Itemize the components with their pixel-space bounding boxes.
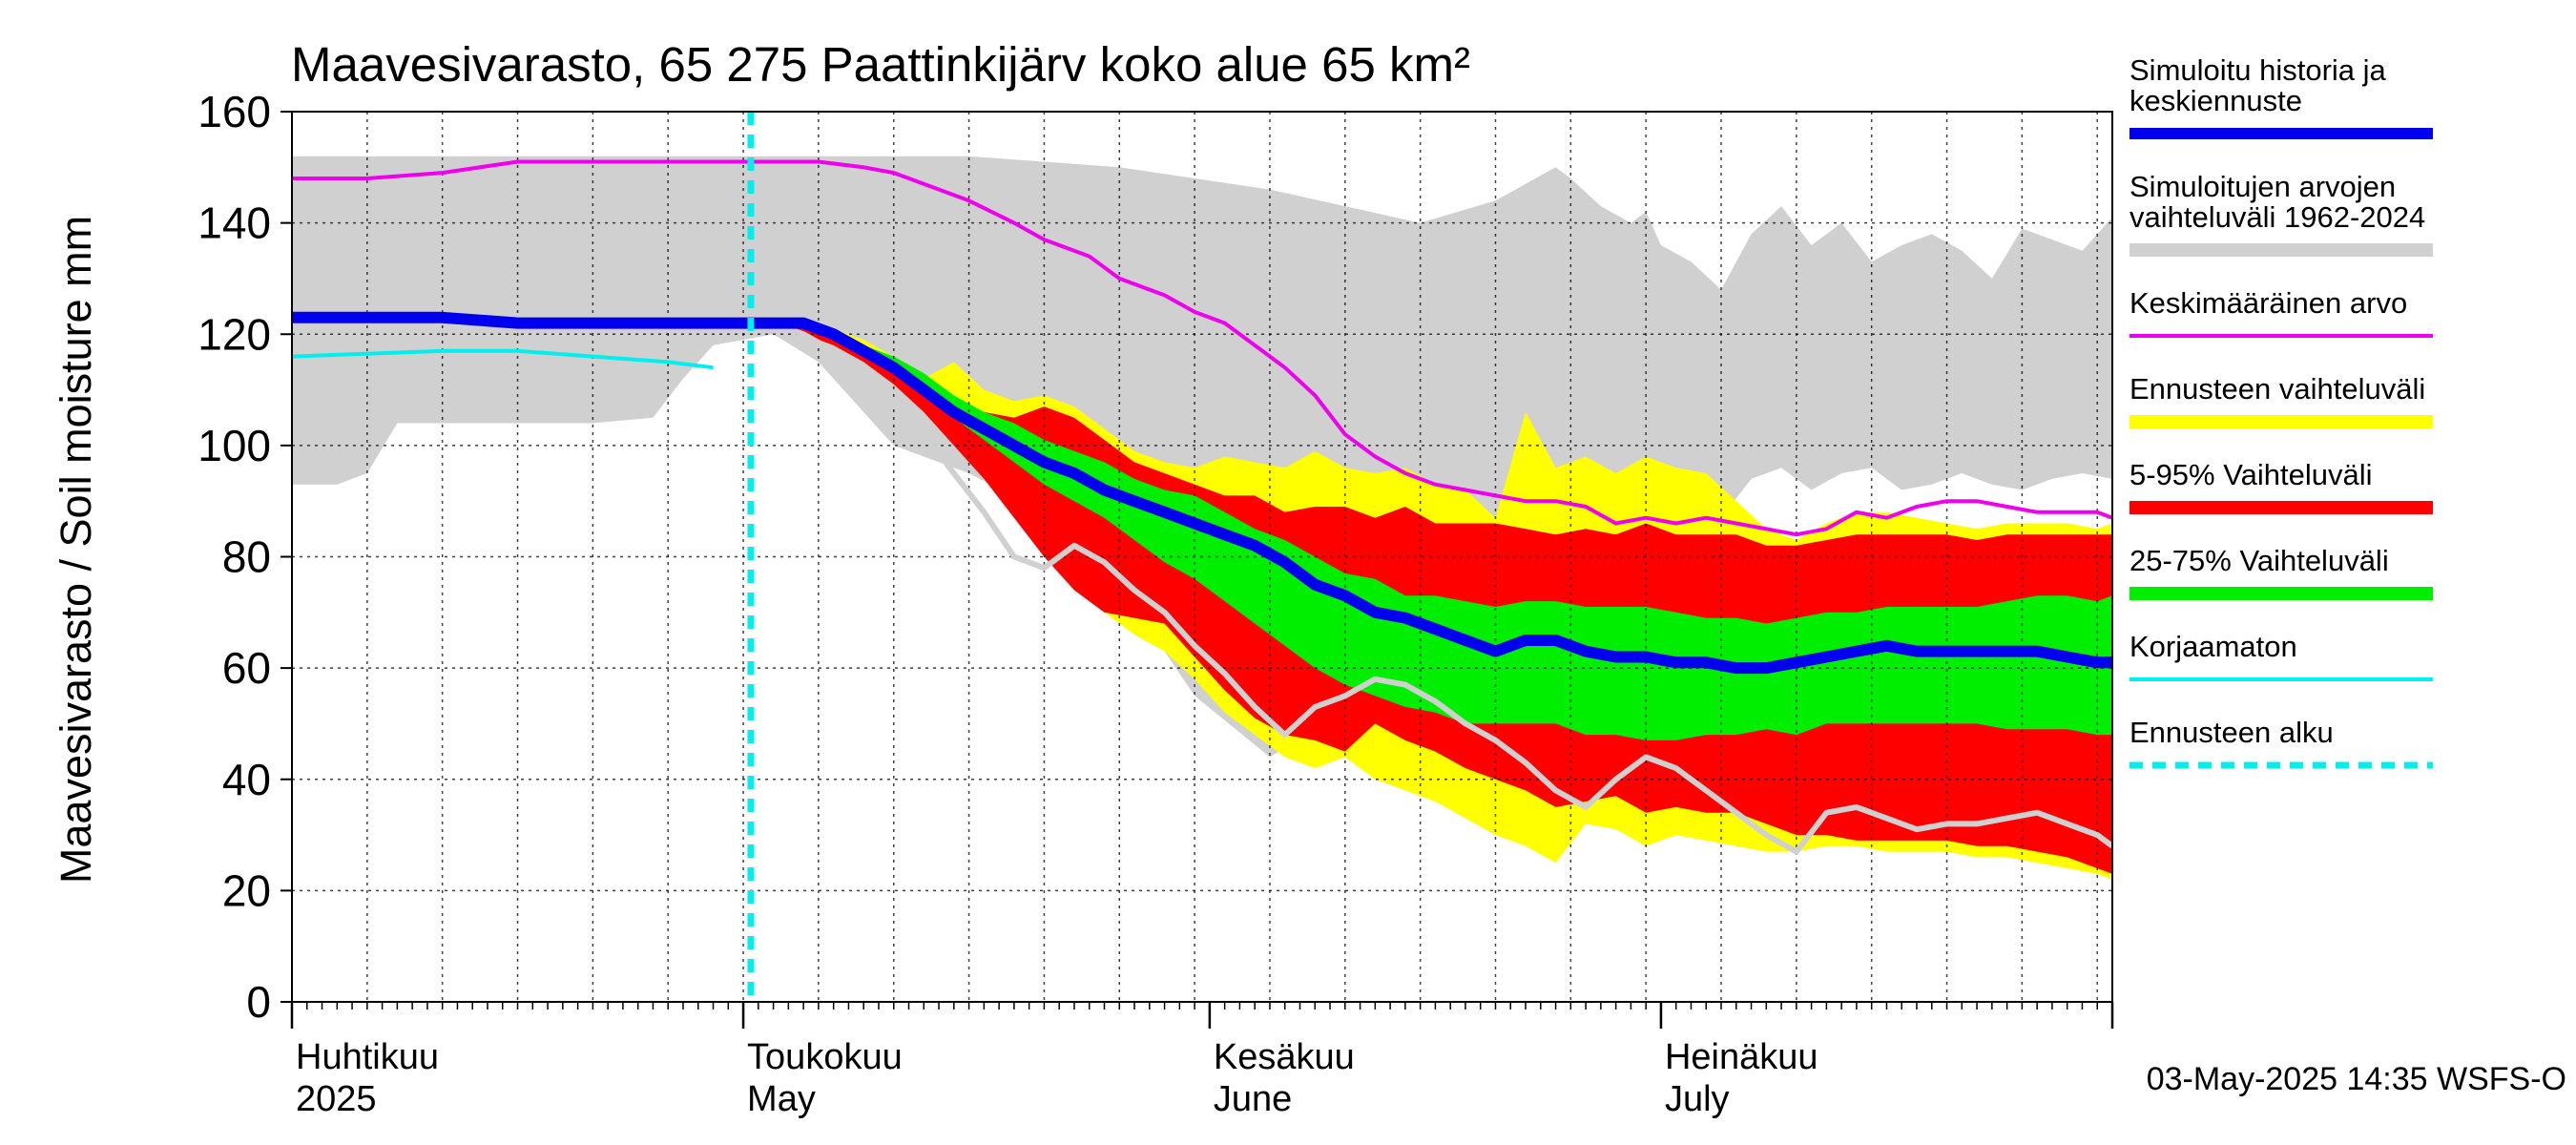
x-month-label: Heinäkuu — [1665, 1037, 1818, 1077]
x-month-sublabel: June — [1214, 1079, 1292, 1119]
legend-label: vaihteluväli 1962-2024 — [2129, 200, 2425, 234]
bands-layer — [292, 156, 2112, 880]
x-month-sublabel: 2025 — [296, 1079, 377, 1119]
historical-range-band — [292, 156, 2112, 758]
y-tick-label: 60 — [222, 643, 271, 693]
y-tick-label: 100 — [197, 421, 271, 470]
chart-title: Maavesivarasto, 65 275 Paattinkijärv kok… — [291, 37, 1470, 92]
legend-label: keskiennuste — [2129, 84, 2302, 117]
legend-label: Simuloitu historia ja — [2129, 53, 2387, 87]
legend-label: Korjaamaton — [2129, 630, 2297, 663]
legend-label: Keskimääräinen arvo — [2129, 286, 2407, 320]
x-month-label: Kesäkuu — [1214, 1037, 1355, 1077]
legend-label: 5-95% Vaihteluväli — [2129, 458, 2372, 491]
dry-year-line — [772, 320, 2112, 855]
y-tick-label: 40 — [222, 755, 271, 804]
y-tick-label: 160 — [197, 87, 271, 136]
uncorrected-line — [292, 348, 714, 370]
x-month-sublabel: May — [747, 1079, 816, 1119]
legend-label: Simuloitujen arvojen — [2129, 170, 2396, 203]
x-month-label: Toukokuu — [747, 1037, 903, 1077]
median-forecast-line — [292, 311, 2112, 675]
mean-value-line — [292, 159, 2112, 537]
y-tick-label: 80 — [222, 532, 271, 582]
footer-timestamp: 03-May-2025 14:35 WSFS-O — [2147, 1061, 2566, 1097]
y-tick-label: 120 — [197, 309, 271, 359]
plot-area — [291, 111, 2113, 1003]
x-month-label: Huhtikuu — [296, 1037, 439, 1077]
y-axis-label: Maavesivarasto / Soil moisture mm — [52, 216, 100, 884]
y-axis: 0 20 40 60 80 100 120 140 160 — [197, 87, 292, 1027]
legend-label: 25-75% Vaihteluväli — [2129, 544, 2389, 577]
legend-label: Ennusteen alku — [2129, 716, 2334, 749]
legend-label: Ennusteen vaihteluväli — [2129, 372, 2425, 406]
lines-layer — [292, 112, 2112, 1002]
y-tick-label: 0 — [246, 977, 271, 1027]
y-tick-label: 20 — [222, 865, 271, 915]
y-tick-label: 140 — [197, 198, 271, 248]
percentile-25-75-band — [758, 323, 2112, 740]
x-month-sublabel: July — [1665, 1079, 1730, 1119]
